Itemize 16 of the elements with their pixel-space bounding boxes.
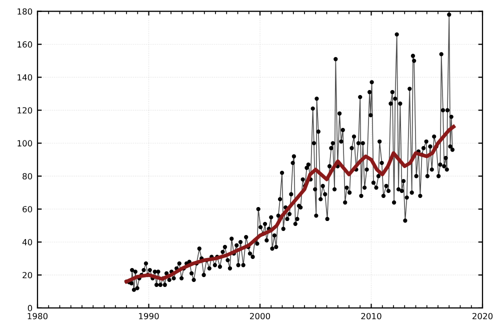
y-tick-label: 160 [18,41,32,48]
line-series [124,124,456,284]
y-tick-label: 100 [18,140,32,146]
x-tick-label: 2020 [472,312,493,320]
y-tick-label: 140 [18,74,32,81]
x-tick-label: 2010 [361,312,382,320]
y-tick-label: 20 [22,272,32,278]
y-tick-label: 80 [22,173,32,180]
y-tick-label: 120 [18,107,32,114]
x-tick-label: 1980 [28,312,48,320]
y-tick-label: 60 [22,206,32,212]
x-tick-label: 1990 [139,312,159,320]
y-tick-label: 40 [22,239,32,246]
y-tick-label: 0 [28,304,32,312]
x-tick-label: 2000 [250,312,270,320]
y-tick-label: 180 [18,8,32,15]
